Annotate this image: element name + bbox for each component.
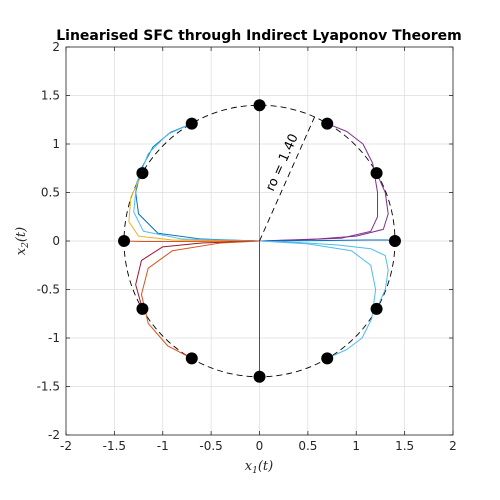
y-tick-label: 2 (52, 40, 60, 54)
x-tick-label: -1 (157, 439, 169, 453)
x-tick-label: 1 (352, 439, 360, 453)
initial-point (321, 352, 334, 365)
trajectory-line (259, 240, 377, 359)
y-tick-label: -1 (48, 331, 60, 345)
chart-title: Linearised SFC through Indirect Lyaponov… (56, 28, 462, 44)
y-tick-label: 1 (52, 137, 60, 151)
y-tick-label: -1.5 (37, 380, 60, 394)
initial-point (388, 235, 401, 247)
trajectory-line (259, 172, 389, 242)
tick-labels: -2 -1.5 -1 -0.5 0 0.5 1 1.5 2 -2 -1.5 -1 -0.5 0 0.5 1 1.… (37, 40, 457, 453)
x-tick-label: 0.5 (298, 439, 317, 453)
initial-point (321, 117, 334, 130)
x-tick-label: -0.5 (199, 439, 222, 453)
initial-point (185, 352, 198, 365)
initial-point (136, 302, 149, 315)
x-axis-label: x1(t) (245, 459, 273, 476)
radius-line (259, 116, 316, 242)
y-tick-label: 0.5 (41, 186, 60, 200)
trajectory-line (133, 123, 260, 242)
initial-points (118, 99, 401, 383)
y-tick-label: 1.5 (41, 89, 60, 103)
x-tick-label: 2 (449, 439, 457, 453)
trajectory-line (140, 240, 260, 359)
x-tick-label: 1.5 (395, 439, 414, 453)
trajectory-line (128, 172, 260, 242)
x-tick-label: 0 (256, 439, 264, 453)
initial-point (136, 167, 149, 180)
trajectory-series (124, 105, 396, 377)
initial-point (118, 235, 131, 247)
initial-point (185, 117, 198, 130)
y-tick-label: -2 (48, 428, 60, 442)
initial-point (253, 370, 266, 383)
tick-marks (65, 46, 454, 436)
y-tick-label: 0 (52, 234, 60, 248)
y-tick-label: -0.5 (37, 283, 60, 297)
y-axis-label: x2(t) (14, 227, 31, 255)
trajectory-line (135, 240, 260, 310)
trajectory-line (259, 240, 389, 310)
x-tick-label: -2 (60, 439, 72, 453)
initial-point (370, 302, 383, 315)
initial-point (370, 167, 383, 180)
x-tick-label: -1.5 (103, 439, 126, 453)
initial-point (253, 99, 266, 112)
